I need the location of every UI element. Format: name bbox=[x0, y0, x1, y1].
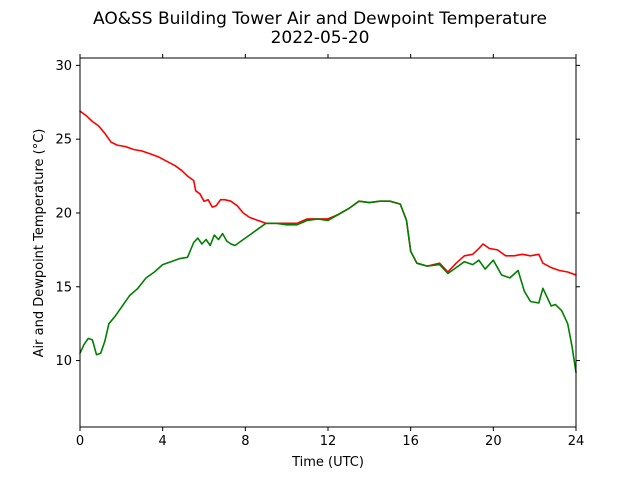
axes-layer: 0 4 8 12 16 20 24 10 15 20 25 30 bbox=[55, 54, 584, 449]
series-layer bbox=[79, 110, 577, 374]
series-line-1 bbox=[79, 200, 577, 374]
series-line-0 bbox=[79, 110, 577, 276]
y-tick-label: 10 bbox=[55, 354, 72, 369]
y-tick-label: 25 bbox=[55, 133, 72, 148]
chart-subtitle: 2022-05-20 bbox=[270, 28, 370, 48]
x-tick-label: 12 bbox=[320, 434, 337, 449]
y-axis-label: Air and Dewpoint Temperature (°C) bbox=[32, 129, 47, 358]
y-tick-label: 15 bbox=[55, 280, 72, 295]
x-tick-label: 8 bbox=[241, 434, 249, 449]
chart-title: AO&SS Building Tower Air and Dewpoint Te… bbox=[92, 9, 547, 29]
y-tick-label: 20 bbox=[55, 206, 72, 221]
x-tick-label: 24 bbox=[568, 434, 585, 449]
y-tick-label: 30 bbox=[55, 59, 72, 74]
x-axis-label: Time (UTC) bbox=[291, 455, 364, 470]
x-tick-label: 16 bbox=[402, 434, 419, 449]
plot-frame bbox=[79, 57, 577, 428]
x-tick-label: 20 bbox=[485, 434, 502, 449]
x-tick-label: 4 bbox=[159, 434, 167, 449]
x-tick-label: 0 bbox=[76, 434, 84, 449]
